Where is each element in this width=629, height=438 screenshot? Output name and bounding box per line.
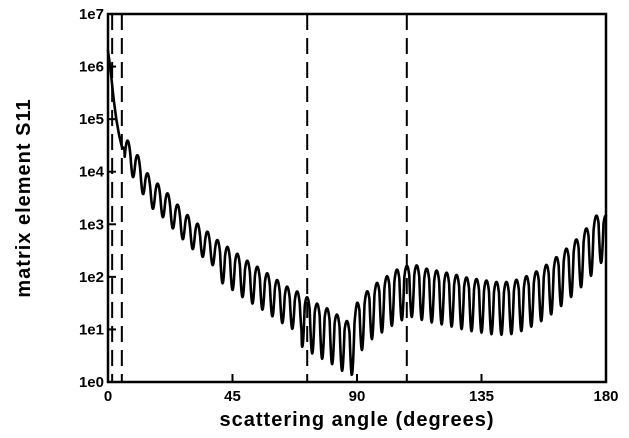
y-tick-label: 1e3 [79, 216, 104, 233]
x-axis-title: scattering angle (degrees) [220, 409, 495, 431]
x-axis-ticks: 0 45 90 135 180 [104, 374, 619, 405]
y-tick-label: 1e2 [79, 269, 104, 286]
y-tick-label: 1e0 [79, 374, 104, 391]
x-tick-label: 0 [104, 388, 112, 405]
y-axis-ticks: 1e0 1e1 1e2 1e3 1e4 1e5 1e6 1e7 [79, 6, 116, 391]
x-tick-label: 45 [224, 388, 241, 405]
y-tick-label: 1e6 [79, 59, 104, 76]
y-tick-label: 1e5 [79, 111, 104, 128]
series-line-s11 [106, 49, 608, 377]
y-tick-label: 1e7 [79, 6, 104, 23]
x-tick-label: 90 [349, 388, 366, 405]
plot-area: 0 45 90 135 180 1e0 1e1 1e2 1e3 1e4 1e5 1e6 1e7 [79, 6, 619, 405]
x-tick-label: 180 [593, 388, 618, 405]
y-tick-label: 1e1 [79, 321, 104, 338]
y-tick-label: 1e4 [79, 164, 105, 181]
x-tick-label: 135 [469, 388, 494, 405]
y-axis-title: matrix element S11 [13, 98, 35, 297]
